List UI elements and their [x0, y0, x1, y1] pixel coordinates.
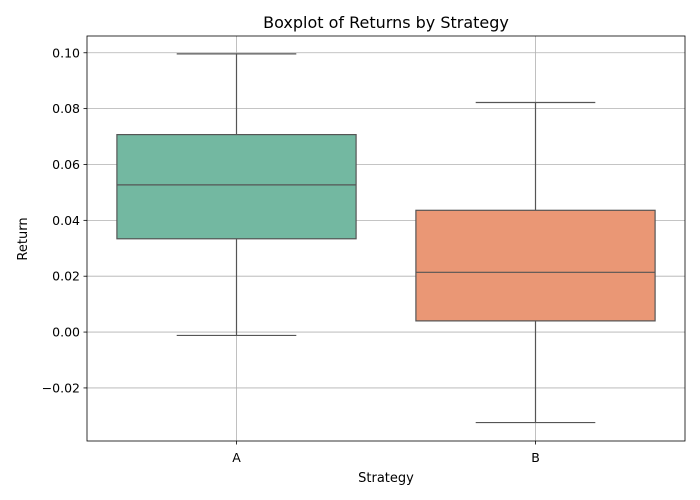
chart-title: Boxplot of Returns by Strategy — [263, 13, 509, 32]
box-A — [116, 53, 357, 337]
x-tick-label: B — [531, 450, 540, 465]
plot-frame — [86, 35, 686, 442]
iqr-box — [116, 133, 357, 240]
y-tick-label: 0.00 — [52, 325, 80, 340]
y-axis-label: Return — [16, 217, 31, 260]
y-tick-label: 0.04 — [52, 213, 80, 228]
iqr-box — [415, 209, 656, 322]
y-tick-label: 0.10 — [52, 45, 80, 60]
y-tick-label: 0.08 — [52, 101, 80, 116]
y-axis-ticks: −0.02 0.00 0.02 0.04 0.06 0.08 0.10 — [42, 45, 87, 395]
x-tick-label: A — [232, 450, 241, 465]
x-axis-label: Strategy — [358, 471, 414, 486]
boxes — [116, 53, 656, 424]
y-tick-label: −0.02 — [42, 380, 80, 395]
box-B — [415, 101, 656, 424]
y-tick-label: 0.06 — [52, 157, 80, 172]
y-tick-label: 0.02 — [52, 269, 80, 284]
